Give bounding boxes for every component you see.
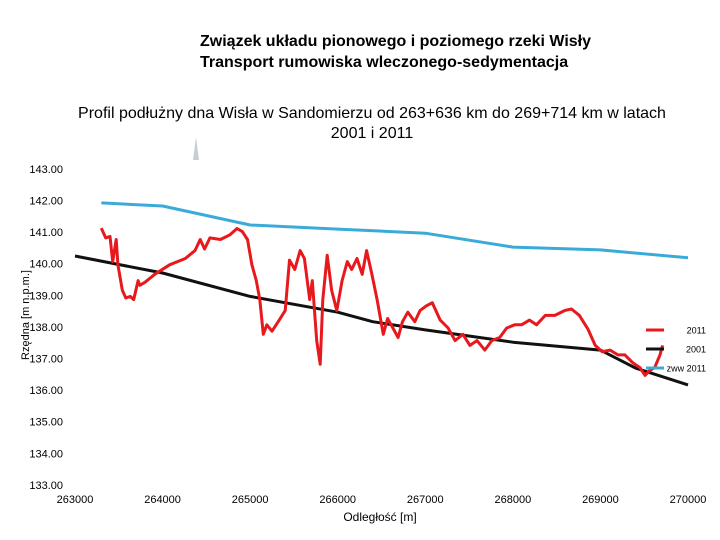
x-tick-label: 266000 [319,494,356,506]
x-tick-label: 270000 [670,494,707,506]
y-tick-label: 139.00 [29,290,63,302]
decoration [193,137,199,160]
y-tick-label: 136.00 [29,385,63,397]
series-line [101,201,689,260]
x-tick-label: 268000 [494,494,531,506]
y-tick-label: 134.00 [29,448,63,460]
series-line [99,227,665,377]
x-tick-label: 264000 [144,494,181,506]
header-line: Związek układu pionowego i poziomego rze… [200,33,591,50]
y-tick-label: 143.00 [29,164,63,176]
y-tick-label: 133.00 [29,480,63,492]
y-axis-label: Rzędna [m n.p.m.] [20,270,32,360]
x-tick-label: 263000 [57,494,94,506]
y-tick-label: 141.00 [29,227,63,239]
y-tick-label: 137.00 [29,354,63,366]
y-tick-label: 140.00 [29,259,63,271]
legend-label: zww 2011 [667,363,706,373]
x-axis-label: Odległość [m] [343,510,416,524]
legend-label: 2001 [686,344,706,354]
legend-label: 2011 [687,325,706,335]
x-tick-label: 267000 [407,494,444,506]
series-line [74,254,689,387]
x-tick-label: 265000 [232,494,269,506]
y-tick-label: 135.00 [29,417,63,429]
y-tick-label: 138.00 [29,322,63,334]
y-tick-label: 142.00 [29,196,63,208]
header-line: Transport rumowiska wleczonego-sedymenta… [200,54,568,71]
x-tick-label: 269000 [582,494,619,506]
chart-title: Profil podłużny dna Wisła w Sandomierzu … [78,105,666,142]
